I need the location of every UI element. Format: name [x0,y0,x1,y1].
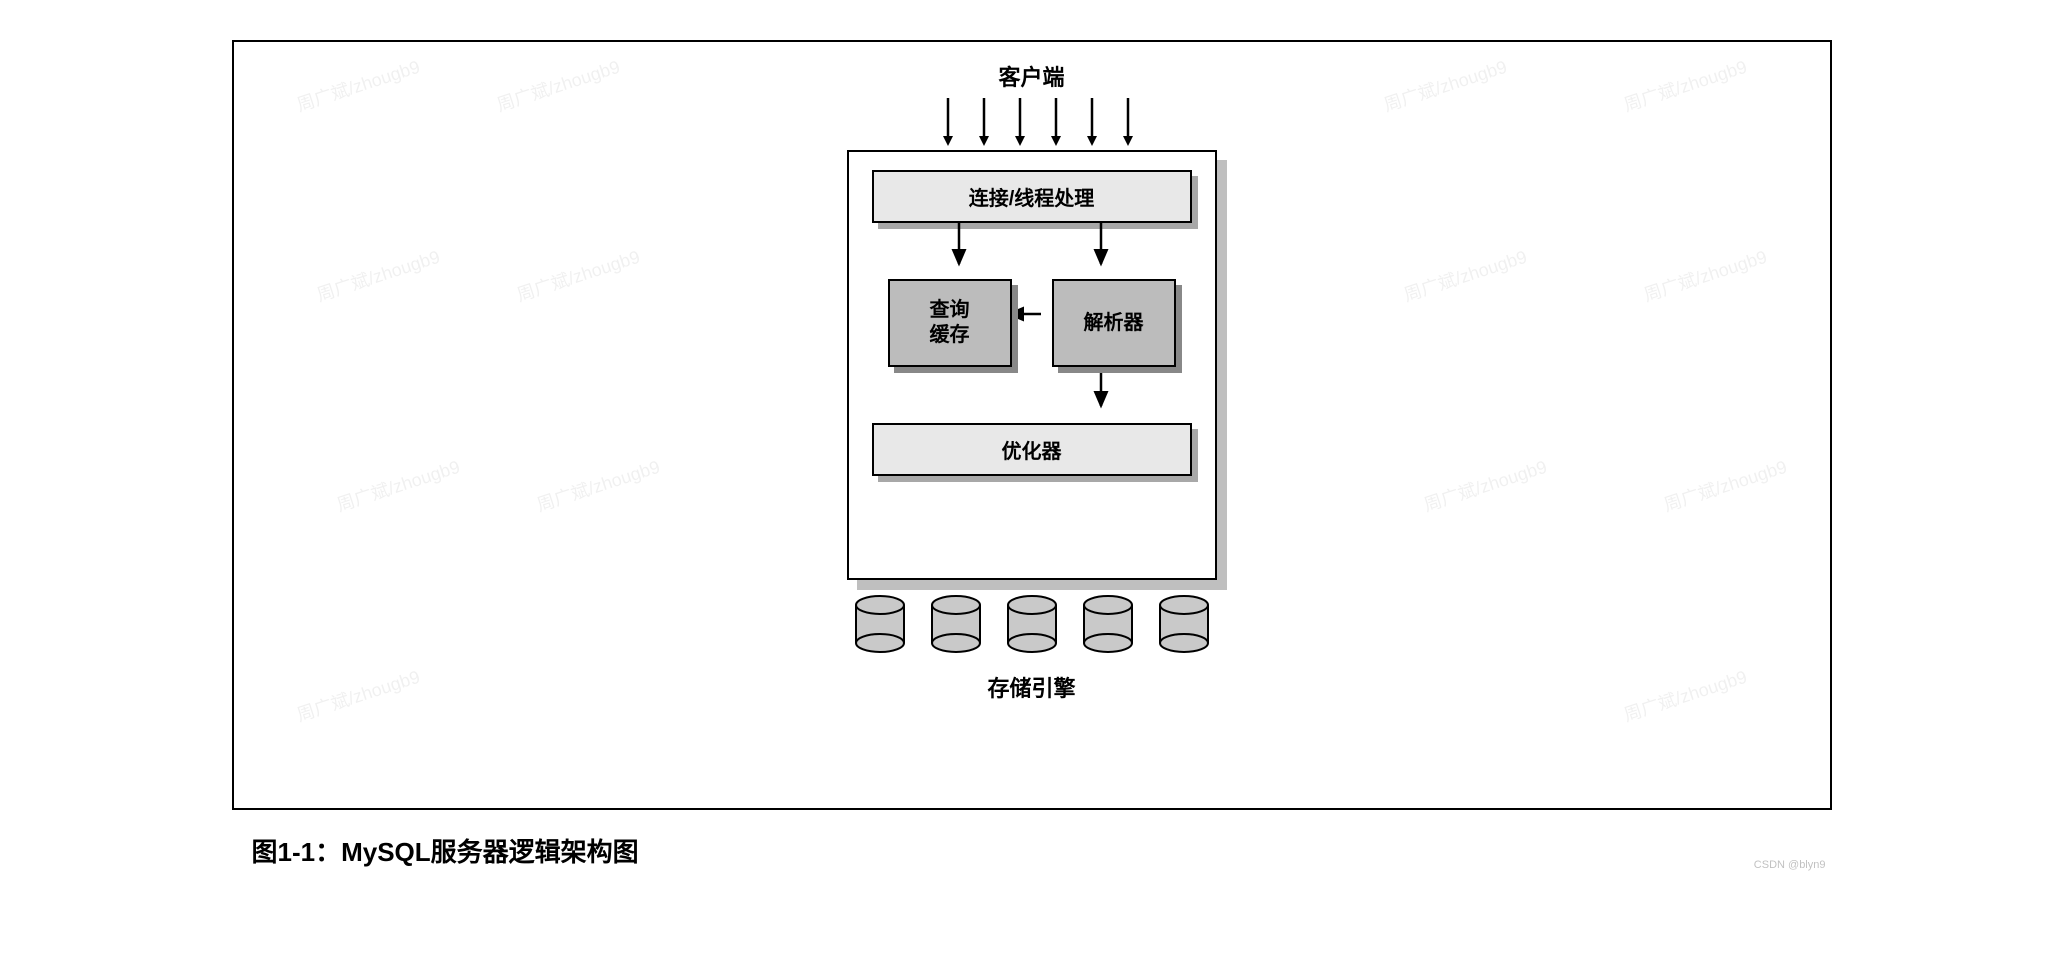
watermark-text: 周广斌/zhougb9 [1661,453,1791,517]
server-box: 连接/线程处理 [847,150,1217,580]
storage-cylinder-icon [1005,594,1059,661]
client-arrow-icon [1049,96,1051,148]
connection-box: 连接/线程处理 [872,170,1192,223]
watermark-text: 周广斌/zhougb9 [293,663,423,727]
connection-label: 连接/线程处理 [872,170,1192,223]
parser-box: 解析器 [1052,279,1176,367]
page: 周广斌/zhougb9 周广斌/zhougb9 周广斌/zhougb9 周广斌/… [232,40,1832,869]
watermark-text: 周广斌/zhougb9 [493,53,623,117]
watermark-text: 周广斌/zhougb9 [533,453,663,517]
watermark-text: 周广斌/zhougb9 [333,453,463,517]
storage-cylinder-icon [929,594,983,661]
server-container: 连接/线程处理 [847,150,1217,580]
storage-cylinder-icon [1081,594,1135,661]
client-arrows [822,96,1242,148]
client-label: 客户端 [822,60,1242,92]
figure-caption: 图1-1：MySQL服务器逻辑架构图 [252,832,1832,869]
storage-label: 存储引擎 [822,671,1242,703]
optimizer-box: 优化器 [872,423,1192,476]
watermark-text: 周广斌/zhougb9 [313,243,443,307]
watermark-text: 周广斌/zhougb9 [1401,243,1531,307]
watermark-text: 周广斌/zhougb9 [1641,243,1771,307]
storage-cylinder-icon [1157,594,1211,661]
client-arrow-icon [1013,96,1015,148]
watermark-text: 周广斌/zhougb9 [293,53,423,117]
storage-cylinders [822,594,1242,661]
query-cache-label: 查询 缓存 [888,279,1012,367]
client-arrow-icon [941,96,943,148]
client-arrow-icon [1085,96,1087,148]
diagram-frame: 周广斌/zhougb9 周广斌/zhougb9 周广斌/zhougb9 周广斌/… [232,40,1832,810]
watermark-text: 周广斌/zhougb9 [513,243,643,307]
watermark-text: 周广斌/zhougb9 [1621,663,1751,727]
watermark-text: 周广斌/zhougb9 [1381,53,1511,117]
client-arrow-icon [977,96,979,148]
client-arrow-icon [1121,96,1123,148]
query-cache-box: 查询 缓存 [888,279,1012,367]
parser-label: 解析器 [1052,279,1176,367]
diagram-body: 客户端 连接/线程处理 [822,60,1242,703]
mid-row: 查询 缓存 解析器 [865,279,1199,367]
optimizer-label: 优化器 [872,423,1192,476]
watermark-text: 周广斌/zhougb9 [1421,453,1551,517]
watermark-text: 周广斌/zhougb9 [1621,53,1751,117]
csdn-watermark: CSDN @blyn9 [1754,859,1826,871]
storage-cylinder-icon [853,594,907,661]
